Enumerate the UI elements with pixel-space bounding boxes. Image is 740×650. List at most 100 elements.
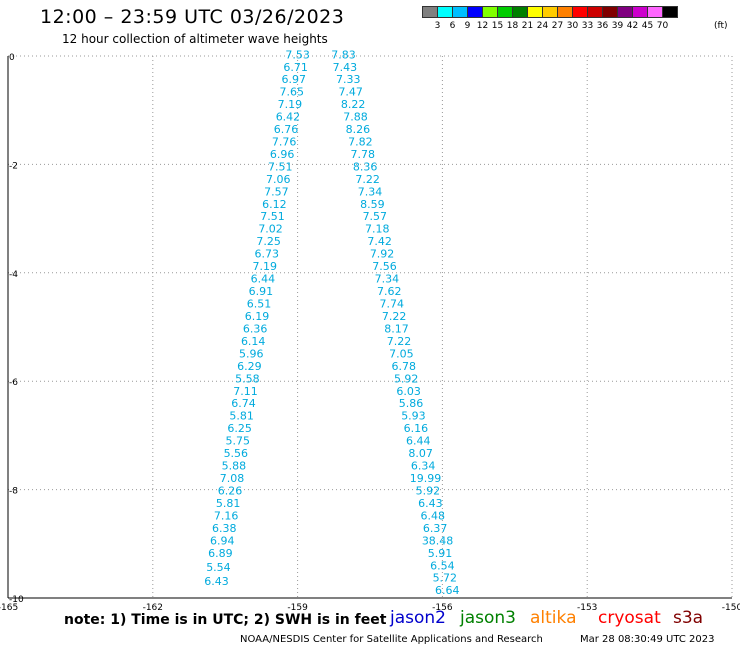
data-label: 7.82 (348, 135, 373, 148)
data-label: 7.56 (372, 260, 397, 273)
colorbar-label: 9 (464, 21, 471, 31)
data-label: 7.65 (280, 86, 305, 99)
data-label: 6.48 (420, 509, 445, 522)
colorbar-label: 27 (551, 21, 564, 31)
data-label: 5.91 (428, 547, 453, 560)
data-label: 6.89 (208, 547, 233, 560)
colorbar-swatch (527, 6, 543, 18)
data-label: 6.43 (418, 497, 443, 510)
data-label: 7.33 (336, 73, 361, 86)
data-label: 5.93 (401, 410, 426, 423)
footer-note: note: 1) Time is in UTC; 2) SWH is in fe… (64, 612, 387, 628)
data-label: 7.16 (214, 509, 239, 522)
data-label: 5.92 (394, 372, 419, 385)
data-label: 5.86 (399, 397, 424, 410)
data-label: 7.22 (355, 173, 380, 186)
colorbar-label: 3 (434, 21, 441, 31)
colorbar-labels: 3 6 9 12 15 18 21 24 27 30 33 36 39 42 45 70 (422, 21, 670, 31)
colorbar-label: 70 (656, 21, 669, 31)
data-label: 6.44 (406, 435, 431, 448)
x-tick-label: -165 (0, 603, 18, 613)
data-label: 8.36 (353, 160, 378, 173)
data-label: 7.11 (233, 385, 258, 398)
footer-credit: NOAA/NESDIS Center for Satellite Applica… (240, 634, 543, 645)
data-label: 7.57 (363, 210, 388, 223)
data-label: 7.83 (331, 49, 356, 62)
data-label: 7.88 (343, 110, 368, 123)
y-tick-label: 0 (9, 53, 15, 63)
data-label: 8.59 (360, 198, 385, 211)
data-label: 7.19 (253, 260, 278, 273)
satellite-legend-item: s3a (673, 608, 704, 628)
satellite-legend-item: jason3 (460, 608, 516, 628)
data-label: 8.22 (341, 98, 366, 111)
chart-subtitle: 12 hour collection of altimeter wave hei… (62, 32, 328, 46)
data-label: 6.94 (210, 534, 235, 547)
data-label: 7.57 (264, 185, 289, 198)
colorbar-label: 6 (449, 21, 456, 31)
data-label: 7.25 (256, 235, 281, 248)
data-label: 8.17 (384, 322, 409, 335)
data-label: 5.88 (222, 460, 247, 473)
data-label: 6.44 (251, 273, 276, 286)
data-label: 6.25 (227, 422, 252, 435)
data-label: 6.71 (283, 61, 308, 74)
data-label: 7.53 (285, 49, 310, 62)
colorbar-label: 21 (521, 21, 534, 31)
data-label: 6.36 (243, 322, 268, 335)
data-label: 7.43 (333, 61, 358, 74)
data-label: 7.08 (220, 472, 245, 485)
x-tick-label: -150 (722, 603, 740, 613)
data-label: 6.19 (245, 310, 270, 323)
chart-axes: -165 -162 -159 -156 -153 -150 0 -2 -4 -6 -8 -10 (0, 53, 740, 613)
data-label: 6.14 (241, 335, 266, 348)
colorbar-swatch (662, 6, 678, 18)
colorbar-swatch (437, 6, 453, 18)
data-label: 7.78 (351, 148, 376, 161)
data-label: 7.18 (365, 223, 390, 236)
data-label: 7.51 (260, 210, 285, 223)
colorbar-swatch (587, 6, 603, 18)
y-tick-label: -8 (9, 487, 18, 497)
data-label: 6.34 (411, 460, 436, 473)
data-label: 7.42 (367, 235, 392, 248)
data-label: 5.58 (235, 372, 260, 385)
data-label: 7.34 (358, 185, 383, 198)
colorbar-swatch (422, 6, 438, 18)
colorbar-label: 39 (611, 21, 624, 31)
colorbar-label: 12 (476, 21, 489, 31)
data-label: 5.81 (229, 410, 254, 423)
data-label: 6.78 (392, 360, 417, 373)
data-label: 6.91 (249, 285, 274, 298)
data-label: 7.19 (278, 98, 303, 111)
x-tick-label: -153 (577, 603, 597, 613)
data-label: 6.26 (218, 484, 243, 497)
data-label: 6.76 (274, 123, 299, 136)
data-label: 7.22 (387, 335, 412, 348)
colorbar-swatch (647, 6, 663, 18)
colorbar-label: 30 (566, 21, 579, 31)
colorbar-label: 42 (626, 21, 639, 31)
data-label: 5.75 (225, 435, 250, 448)
data-label: 7.34 (375, 273, 400, 286)
data-label: 7.47 (338, 86, 363, 99)
data-label: 6.43 (204, 575, 229, 588)
y-tick-label: -4 (9, 270, 18, 280)
data-label: 6.03 (396, 385, 421, 398)
data-label: 6.29 (237, 360, 262, 373)
data-label: 7.05 (389, 347, 414, 360)
data-label: 6.64 (435, 584, 460, 597)
data-label: 7.02 (258, 223, 283, 236)
y-tick-label: -10 (9, 595, 24, 605)
x-tick-label: -156 (432, 603, 453, 613)
colorbar-swatch (467, 6, 483, 18)
data-label: 6.42 (276, 110, 301, 123)
colorbar-swatch (542, 6, 558, 18)
y-tick-label: -2 (9, 161, 18, 171)
chart-title: 12:00 – 23:59 UTC 03/26/2023 (40, 6, 345, 28)
colorbar-swatch (572, 6, 588, 18)
data-label: 8.26 (346, 123, 371, 136)
data-label: 7.22 (382, 310, 407, 323)
data-label: 7.62 (377, 285, 402, 298)
